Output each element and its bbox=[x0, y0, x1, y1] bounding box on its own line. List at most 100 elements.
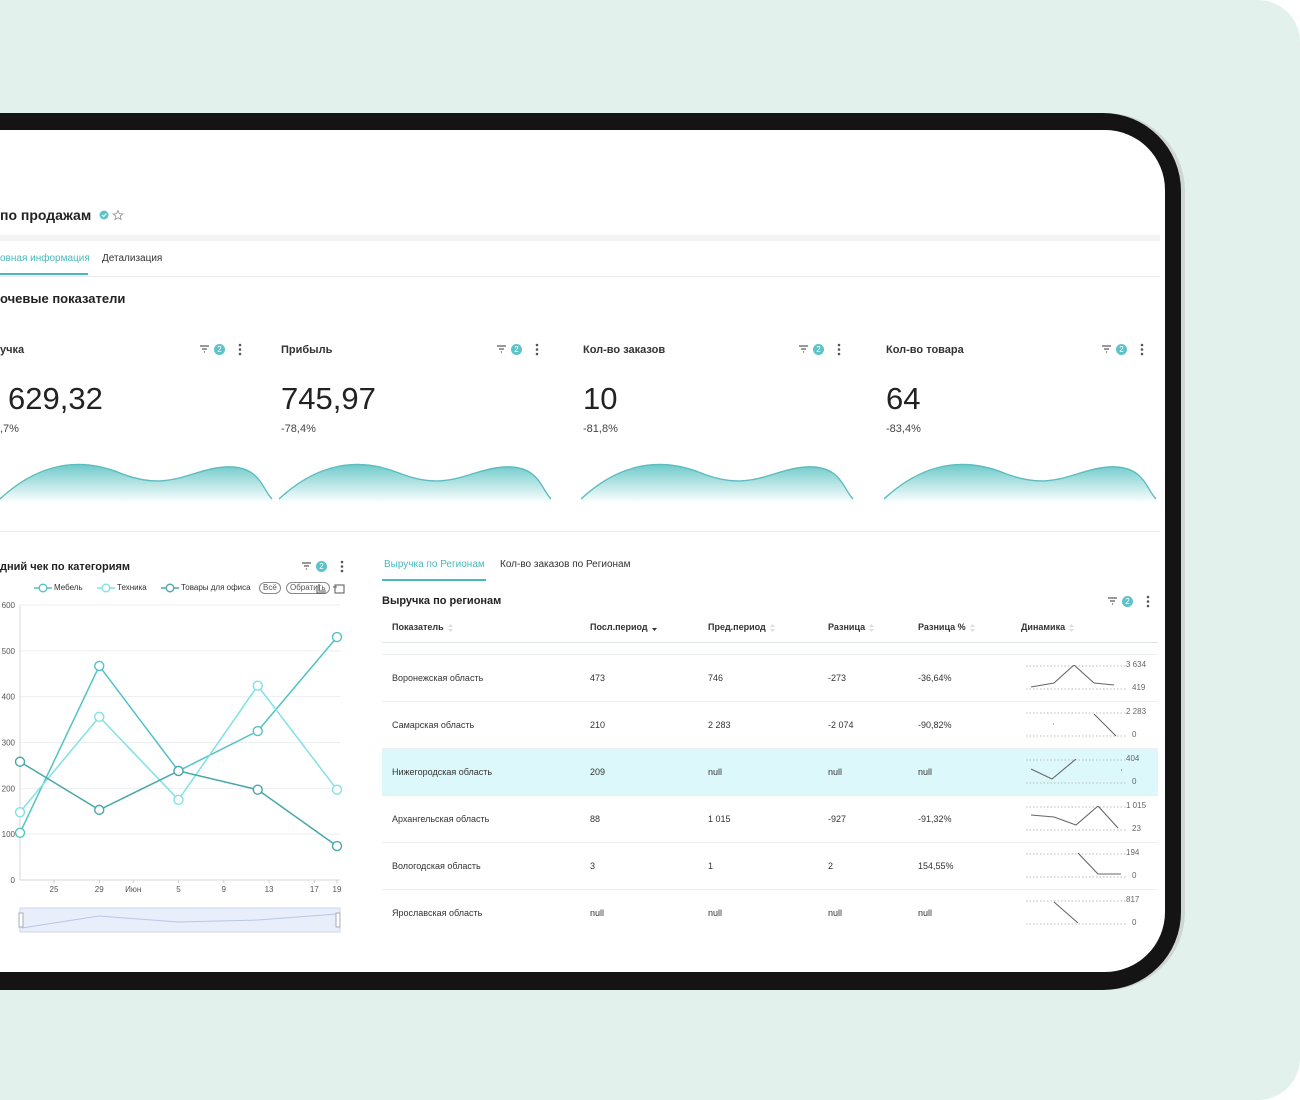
area-line bbox=[0, 463, 273, 500]
chart-button[interactable]: Всё bbox=[259, 582, 281, 594]
y-tick-label: 200 bbox=[2, 784, 16, 793]
row-divider bbox=[382, 795, 1158, 796]
point bbox=[14, 806, 26, 818]
kpi-sparkline bbox=[0, 463, 273, 503]
menu-dot bbox=[837, 352, 841, 356]
column-header: Посл.период bbox=[590, 622, 648, 632]
menu-dot bbox=[837, 343, 841, 347]
section-title: очевые показатели bbox=[0, 291, 126, 306]
filter-badge[interactable]: 2 bbox=[813, 344, 824, 355]
table-tab-active[interactable]: Выручка по Регионам bbox=[384, 559, 485, 570]
slider-preview bbox=[21, 913, 338, 929]
filter-badge[interactable]: 2 bbox=[511, 344, 522, 355]
table-tab[interactable]: Кол-во заказов по Регионам bbox=[500, 559, 631, 570]
menu-icon[interactable] bbox=[535, 343, 539, 356]
filter-icon[interactable] bbox=[1102, 345, 1112, 354]
table-cell: 1 bbox=[708, 861, 714, 871]
row-divider bbox=[382, 701, 1158, 702]
column-header: Разница % bbox=[918, 622, 966, 632]
table-cell: 2 bbox=[828, 861, 834, 871]
area-line bbox=[279, 463, 552, 500]
filter-badge[interactable]: 2 bbox=[214, 344, 225, 355]
tab[interactable]: Детализация bbox=[102, 253, 163, 264]
filter-icon[interactable] bbox=[302, 562, 312, 571]
filter-icon[interactable] bbox=[799, 345, 809, 354]
point bbox=[14, 756, 26, 767]
menu-dot bbox=[535, 348, 539, 351]
sparkline-min: 0 bbox=[1132, 777, 1137, 786]
menu-dot bbox=[1146, 600, 1150, 603]
sort-icon[interactable] bbox=[652, 623, 658, 633]
tab-underline bbox=[382, 579, 486, 581]
filter-icon[interactable] bbox=[497, 345, 507, 354]
menu-icon[interactable] bbox=[837, 343, 841, 356]
area-line bbox=[884, 463, 1157, 500]
x-tick-label: 13 bbox=[265, 885, 274, 894]
table-cell: Самарская область bbox=[392, 720, 475, 730]
sort-icon[interactable] bbox=[869, 623, 875, 633]
slider-handle[interactable] bbox=[18, 912, 24, 928]
area-line bbox=[581, 463, 854, 500]
line-chart: 0 100 200 300 400 500 600 25 29 Июн 5 9 13 17 19 bbox=[2, 601, 343, 933]
menu-dot bbox=[238, 343, 242, 347]
table-cell: -927 bbox=[828, 814, 847, 824]
toolbar-icons[interactable] bbox=[316, 583, 346, 595]
sort-arrow bbox=[970, 624, 975, 627]
row-highlight bbox=[382, 749, 1158, 796]
filter-icon[interactable] bbox=[200, 345, 210, 354]
tab-active[interactable]: овная информация bbox=[0, 253, 90, 264]
row-divider bbox=[382, 889, 1158, 890]
kpi-value: 10 bbox=[583, 381, 618, 416]
x-tick-label: 17 bbox=[310, 885, 319, 894]
table-cell: null bbox=[828, 767, 843, 777]
sort-icon[interactable] bbox=[770, 623, 776, 633]
sparkline-max: 817 bbox=[1126, 895, 1140, 904]
table-cell: 1 015 bbox=[708, 814, 731, 824]
sort-icon[interactable] bbox=[970, 623, 976, 633]
x-tick-label: Июн bbox=[125, 885, 141, 894]
menu-icon[interactable] bbox=[238, 343, 242, 356]
menu-icon[interactable] bbox=[1146, 595, 1150, 608]
kpi-sparkline bbox=[581, 463, 854, 503]
screen: по продажам овная информация Детализация… bbox=[0, 130, 1165, 972]
sparkline-max: 3 634 bbox=[1126, 660, 1147, 669]
y-tick-label: 600 bbox=[2, 601, 16, 610]
section-divider bbox=[0, 531, 1160, 532]
sort-arrow bbox=[869, 624, 874, 627]
kpi-change: -78,4% bbox=[281, 423, 316, 435]
title-icons bbox=[99, 209, 124, 221]
point bbox=[173, 794, 184, 805]
sparkline-min: 419 bbox=[1132, 683, 1146, 692]
kpi-sparkline bbox=[884, 463, 1157, 503]
slider-handle[interactable] bbox=[335, 912, 341, 928]
menu-dot bbox=[1146, 595, 1150, 599]
sparkline bbox=[1053, 901, 1079, 924]
filter-badge[interactable]: 2 bbox=[316, 561, 327, 572]
sparkline bbox=[1030, 665, 1115, 688]
y-tick-label: 400 bbox=[2, 693, 16, 702]
menu-dot bbox=[340, 560, 344, 564]
row-divider bbox=[382, 842, 1158, 843]
zoom-slider[interactable] bbox=[19, 907, 341, 933]
tabs-divider bbox=[0, 276, 1160, 277]
legend-circle bbox=[38, 583, 48, 593]
sparkline bbox=[1030, 806, 1119, 829]
menu-dot bbox=[238, 348, 242, 351]
menu-icon[interactable] bbox=[1140, 343, 1144, 356]
sort-icon[interactable] bbox=[1069, 623, 1075, 633]
table-cell: -2 074 bbox=[828, 720, 854, 730]
table-cell: Архангельская область bbox=[392, 814, 490, 824]
filter-badge[interactable]: 2 bbox=[1116, 344, 1127, 355]
legend-label: Товары для офиса bbox=[181, 583, 251, 592]
sort-icon[interactable] bbox=[448, 623, 454, 633]
filter-icon[interactable] bbox=[1108, 597, 1118, 606]
filter-badge[interactable]: 2 bbox=[1122, 596, 1133, 607]
area bbox=[581, 464, 853, 503]
column-header: Разница bbox=[828, 622, 866, 632]
sort-arrow bbox=[652, 628, 657, 631]
page-title: по продажам bbox=[0, 207, 92, 223]
menu-icon[interactable] bbox=[340, 560, 344, 573]
chart-button[interactable]: Обратить bbox=[286, 582, 330, 594]
kpi-value: 745,97 bbox=[281, 381, 376, 416]
point bbox=[252, 680, 263, 691]
